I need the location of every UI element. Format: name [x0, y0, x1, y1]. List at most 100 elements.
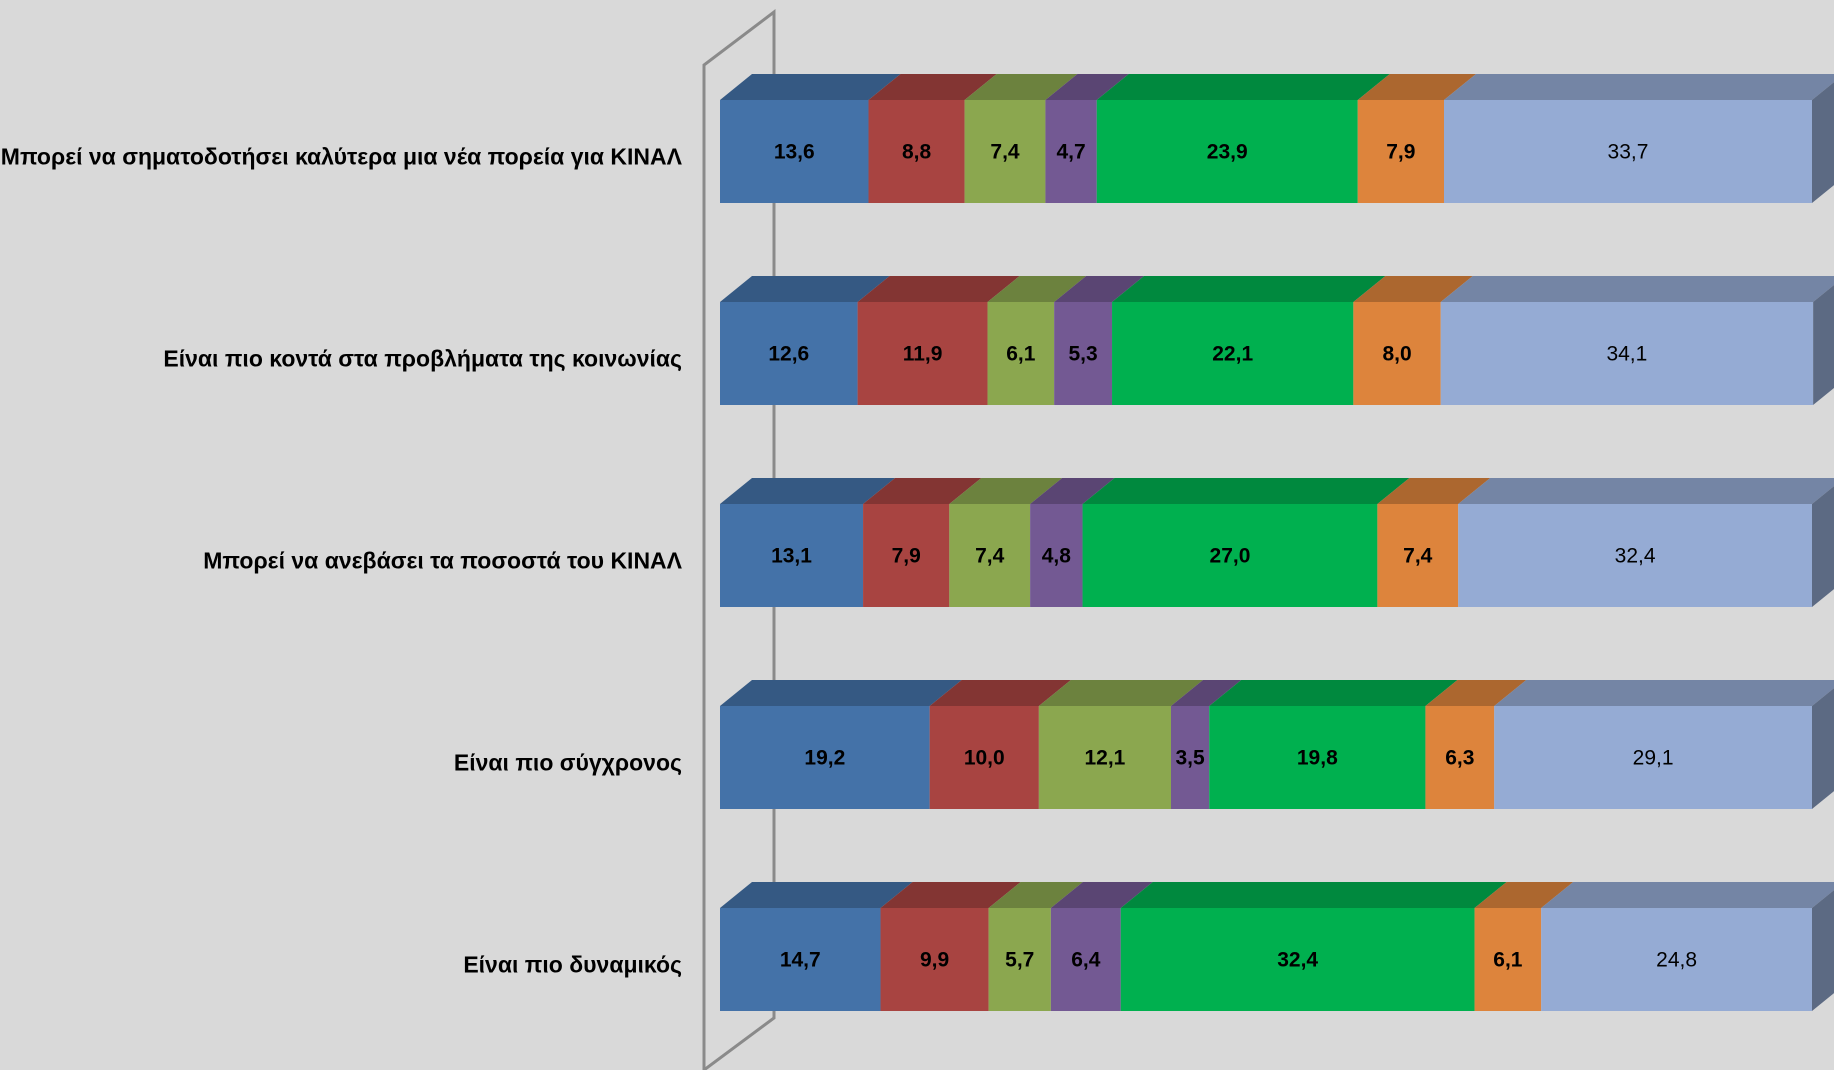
bar-segment	[1425, 706, 1495, 809]
bar-segment-top	[1474, 882, 1574, 908]
bar-segment	[720, 706, 930, 809]
category-label: Είναι πιο κοντά στα προβλήματα της κοινω…	[163, 346, 682, 372]
bar-segment-top	[720, 74, 901, 100]
bar-segment-top	[1377, 478, 1491, 504]
data-label: 14,7	[780, 949, 821, 972]
bar-segment-top	[1170, 680, 1242, 706]
bar-segment-top	[1443, 74, 1834, 100]
data-label: 7,4	[975, 545, 1005, 568]
data-label: 10,0	[964, 747, 1005, 770]
data-label: 34,1	[1606, 343, 1647, 366]
bar-segment	[720, 302, 858, 405]
bar-segment	[1209, 706, 1426, 809]
bar-segment	[1120, 908, 1475, 1011]
bar-segment	[1112, 302, 1354, 405]
bar-segment-top	[868, 74, 997, 100]
bar-row: 13,6 8,8 7,4 4,7 23,9 7,9 33,7	[720, 74, 1834, 203]
category-label: Μπορεί να σηματοδοτήσει καλύτερα μια νέα…	[1, 144, 683, 170]
bar-segment	[720, 908, 881, 1011]
bar-segment-top	[1096, 74, 1390, 100]
bar-segment-top	[880, 882, 1021, 908]
data-label: 22,1	[1212, 343, 1253, 366]
data-label: 33,7	[1608, 141, 1649, 164]
bar-segment	[1357, 100, 1444, 203]
data-label: 7,4	[1403, 545, 1433, 568]
bar-side-face	[1812, 890, 1834, 1011]
data-label: 19,8	[1297, 747, 1338, 770]
bar-segment	[1082, 504, 1378, 607]
data-label: 24,8	[1656, 949, 1697, 972]
bar-segment	[1096, 100, 1358, 203]
data-label: 8,0	[1382, 343, 1411, 366]
bar-side-face	[1813, 285, 1834, 405]
bar-segment-top	[720, 680, 962, 706]
bar-segment	[1377, 504, 1459, 607]
bar-segment-top	[1038, 680, 1203, 706]
bar-segment	[1038, 706, 1171, 809]
bar-segment	[880, 908, 989, 1011]
bar-segment-top	[1357, 74, 1476, 100]
bar-segment-top	[863, 478, 982, 504]
bar-segment	[964, 100, 1046, 203]
data-label: 7,4	[990, 141, 1020, 164]
bar-segment-top	[1054, 276, 1145, 302]
data-label: 5,7	[1005, 949, 1034, 972]
bar-segment-top	[720, 882, 913, 908]
bar-row: 13,1 7,9 7,4 4,8 27,0 7,4 32,4	[720, 478, 1834, 607]
bar-segment-top	[988, 882, 1083, 908]
bar-segment	[1170, 706, 1210, 809]
bar-segment-top	[987, 276, 1087, 302]
bar-side-face	[1812, 688, 1834, 809]
data-label: 13,1	[771, 545, 812, 568]
bar-segment	[988, 908, 1051, 1011]
bar-segment	[868, 100, 965, 203]
bar-segment	[857, 302, 988, 405]
bar-segment-top	[1120, 882, 1507, 908]
data-label: 6,4	[1071, 949, 1101, 972]
data-label: 12,1	[1084, 747, 1125, 770]
data-label: 7,9	[892, 545, 921, 568]
bar-segment-top	[1425, 680, 1527, 706]
bar-rows: 13,6 8,8 7,4 4,7 23,9 7,9 33,7 12,6 11,9 6,1 5,3 22…	[720, 74, 1834, 1011]
bar-segment-top	[720, 276, 890, 302]
bar-segment-top	[1494, 680, 1834, 706]
data-label: 12,6	[768, 343, 809, 366]
data-label: 7,9	[1386, 141, 1415, 164]
bar-segment	[720, 100, 869, 203]
data-label: 4,8	[1042, 545, 1072, 568]
data-label: 5,3	[1068, 343, 1097, 366]
category-label: Είναι πιο σύγχρονος	[454, 750, 682, 776]
bar-segment	[720, 504, 864, 607]
bar-segment	[1050, 908, 1121, 1011]
data-label: 8,8	[902, 141, 932, 164]
bar-segment-top	[949, 478, 1063, 504]
bar-segment	[987, 302, 1055, 405]
data-label: 32,4	[1277, 949, 1318, 972]
data-label: 11,9	[903, 343, 943, 366]
bar-segment-top	[1458, 478, 1834, 504]
category-label: Είναι πιο δυναμικός	[463, 952, 682, 978]
bar-segment-top	[1209, 680, 1458, 706]
bar-segment	[1353, 302, 1441, 405]
bar-segment-top	[720, 478, 896, 504]
bar-segment-top	[1050, 882, 1153, 908]
bar-segment-top	[1440, 276, 1834, 302]
data-label: 23,9	[1207, 141, 1248, 164]
data-label: 19,2	[804, 747, 845, 770]
data-label: 29,1	[1633, 747, 1674, 770]
bar-row: 14,7 9,9 5,7 6,4 32,4 6,1 24,8	[720, 882, 1834, 1011]
data-label: 6,3	[1445, 747, 1474, 770]
bar-segment	[1030, 504, 1083, 607]
data-label: 6,1	[1493, 949, 1523, 972]
bar-segment-top	[857, 276, 1020, 302]
bar-segment-top	[1030, 478, 1115, 504]
bar-segment-top	[964, 74, 1078, 100]
bar-segment-top	[929, 680, 1071, 706]
bar-segment	[1440, 302, 1814, 405]
bar-row: 19,2 10,0 12,1 3,5 19,8 6,3 29,1	[720, 680, 1834, 809]
bar-segment	[1474, 908, 1542, 1011]
bar-segment-top	[1541, 882, 1834, 908]
bar-segment	[1443, 100, 1812, 203]
data-label: 3,5	[1176, 747, 1206, 770]
